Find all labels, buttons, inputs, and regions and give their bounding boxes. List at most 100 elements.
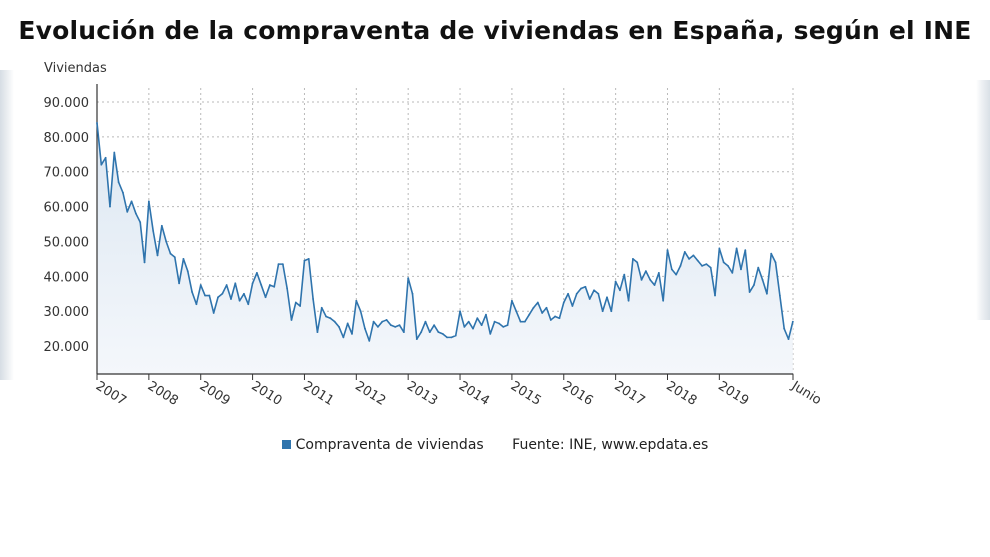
data-point [489, 332, 492, 335]
data-point [692, 254, 695, 257]
data-point [567, 292, 569, 295]
data-point [212, 312, 215, 314]
data-point [783, 327, 786, 330]
data-point [688, 258, 690, 260]
data-point [199, 284, 202, 286]
data-point [748, 291, 751, 293]
data-point [714, 294, 716, 297]
data-point [619, 289, 621, 292]
data-point [286, 287, 289, 290]
data-point [485, 313, 487, 316]
y-tick-label: 30.000 [44, 305, 90, 320]
legend-swatch [281, 439, 291, 449]
data-point [273, 285, 276, 288]
data-point [243, 292, 245, 295]
x-tick-label: 2016 [560, 379, 596, 409]
data-point [610, 310, 613, 313]
data-point [571, 305, 574, 307]
axes [96, 84, 794, 380]
data-point [498, 322, 500, 325]
x-tick-label: 2007 [93, 379, 129, 409]
data-point [398, 324, 401, 327]
data-point [649, 278, 652, 281]
data-point [493, 320, 496, 323]
data-point [182, 258, 185, 260]
data-point [662, 299, 665, 302]
data-point [126, 210, 129, 213]
data-point [281, 263, 284, 266]
data-point [351, 332, 353, 335]
x-tick-label: 2012 [352, 379, 388, 409]
y-tick-label: 20.000 [44, 340, 90, 355]
legend-item-series[interactable]: Compraventa de viviendas [281, 437, 484, 453]
data-point [217, 296, 219, 299]
data-point [173, 256, 176, 259]
data-point [467, 320, 470, 323]
data-point [238, 299, 241, 302]
data-point [96, 121, 98, 124]
data-point [778, 294, 781, 297]
data-point [744, 249, 747, 252]
data-point [558, 317, 561, 320]
data-point [515, 310, 518, 313]
series-group [96, 121, 794, 342]
data-point [523, 320, 526, 323]
data-point [160, 224, 163, 227]
data-point [402, 331, 405, 334]
data-point [580, 287, 582, 290]
data-point [433, 324, 436, 327]
data-point [195, 303, 198, 306]
x-tick-label: 2009 [197, 379, 233, 409]
legend-source: Fuente: INE, www.epdata.es [512, 437, 709, 453]
data-point [519, 320, 522, 323]
data-point [480, 324, 483, 327]
data-point [221, 292, 224, 295]
background-edge-right [976, 80, 990, 320]
data-point [562, 301, 565, 304]
data-point [740, 268, 742, 271]
area-fill-group [97, 122, 793, 374]
data-point [204, 294, 206, 297]
data-point [411, 292, 414, 295]
data-point [368, 339, 371, 342]
data-point [753, 284, 755, 286]
data-point [791, 320, 794, 323]
data-point [554, 315, 557, 318]
x-tick-label: 2013 [404, 379, 440, 409]
y-tick-label: 50.000 [44, 235, 90, 250]
data-point [428, 331, 431, 334]
data-point [727, 264, 729, 267]
background-edge-left [0, 70, 14, 380]
data-point [666, 249, 669, 252]
data-point [169, 252, 172, 255]
legend: Compraventa de viviendas Fuente: INE, ww… [0, 437, 990, 453]
data-point [329, 317, 332, 320]
data-point [247, 303, 250, 306]
data-point [260, 284, 263, 286]
data-point [156, 254, 159, 257]
data-point [588, 298, 591, 300]
data-point [100, 163, 103, 166]
data-point [299, 305, 302, 307]
data-point [178, 282, 181, 285]
data-point [679, 264, 682, 267]
data-point [346, 322, 349, 325]
legend-series-label: Compraventa de viviendas [295, 437, 484, 453]
data-point [709, 266, 712, 269]
data-point [683, 251, 686, 253]
data-point [644, 270, 647, 273]
data-point [450, 336, 453, 339]
data-point [657, 271, 660, 274]
data-point [377, 326, 379, 328]
x-tick-label: 2008 [145, 379, 181, 409]
series-line [96, 122, 794, 342]
data-point [632, 258, 634, 260]
y-axis-label: Viviendas [44, 61, 107, 76]
data-point [415, 338, 418, 341]
data-point [385, 319, 388, 321]
data-point [109, 205, 111, 208]
data-point [143, 261, 146, 264]
data-point [364, 327, 366, 330]
data-point [476, 317, 479, 320]
data-point [766, 292, 768, 295]
